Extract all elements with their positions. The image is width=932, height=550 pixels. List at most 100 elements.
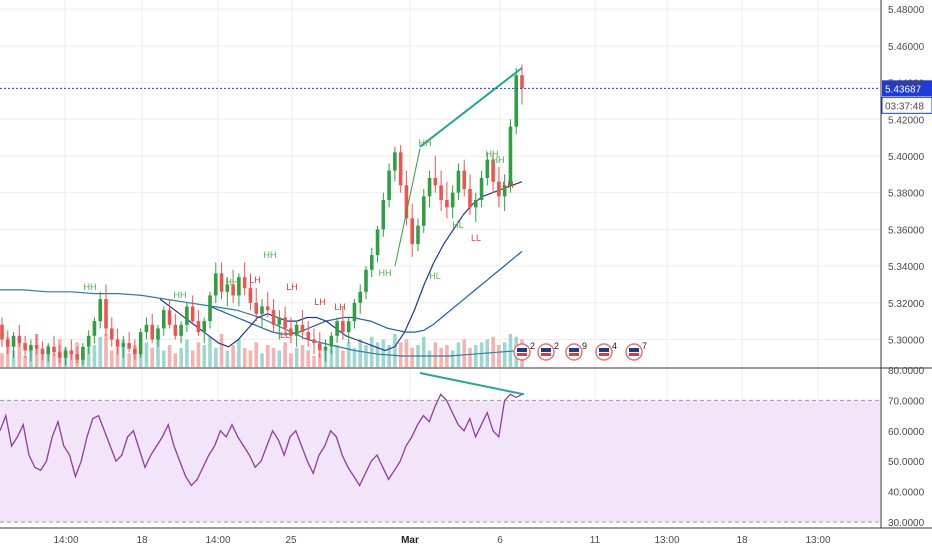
candle <box>104 284 108 336</box>
volume-bar <box>294 347 299 367</box>
price-tick-label: 5.48000 <box>888 5 925 16</box>
volume-bar <box>127 353 131 367</box>
candle-body <box>11 335 16 347</box>
volume-bar <box>421 336 426 367</box>
rsi-tick-label: 40.0000 <box>888 488 925 499</box>
volume-bar <box>248 350 253 367</box>
swing-label-hh: HH <box>174 290 187 300</box>
volume-bar <box>456 342 461 367</box>
candle-body <box>63 350 68 358</box>
candle-body <box>109 328 114 340</box>
flag-canton <box>629 348 639 352</box>
swing-label-hh: HH <box>492 155 505 165</box>
candle-body <box>81 346 85 360</box>
candle <box>190 295 195 325</box>
rsi-panel <box>0 372 880 523</box>
candle <box>335 317 339 344</box>
candle-body <box>190 306 195 322</box>
volume-bar <box>398 342 403 367</box>
candle-body <box>5 339 10 347</box>
candle <box>456 163 461 201</box>
candle <box>115 328 120 355</box>
candle-body <box>358 291 363 303</box>
candle-body <box>127 343 131 349</box>
candle <box>421 189 426 234</box>
rsi-tick-label: 50.0000 <box>888 457 925 468</box>
volume-bar <box>289 353 293 367</box>
candle <box>479 170 484 208</box>
event-count: 2 <box>554 341 559 351</box>
candle-body <box>260 306 264 314</box>
volume-bar <box>381 339 386 367</box>
flag-stripe <box>541 353 551 356</box>
candle-body <box>317 343 322 351</box>
candle-body <box>427 177 432 197</box>
economic-events[interactable]: 2 2 9 4 7 <box>513 341 647 361</box>
candle-body <box>92 321 97 336</box>
volume-bar <box>225 350 230 367</box>
economic-event-flag-icon[interactable]: 2 <box>513 341 535 361</box>
candle-body <box>208 295 212 322</box>
candle <box>346 317 351 344</box>
candle-body <box>173 324 178 336</box>
candle-body <box>514 75 519 127</box>
volume-bar <box>335 345 339 367</box>
price-tick-label: 5.30000 <box>888 335 925 346</box>
candle <box>497 166 501 208</box>
volume-bar <box>369 336 374 367</box>
candle <box>254 288 259 322</box>
candle <box>375 225 380 263</box>
volume-bar <box>502 342 507 367</box>
volume-bar <box>156 336 160 367</box>
candle-body <box>433 177 438 186</box>
candle-body <box>29 344 33 351</box>
candle <box>300 310 305 340</box>
candle-body <box>265 306 270 311</box>
volume-bar <box>364 345 368 367</box>
candle <box>11 332 16 358</box>
economic-event-flag-icon[interactable]: 9 <box>565 341 587 361</box>
rsi-tick-label: 30.0000 <box>888 518 925 529</box>
volume-bar <box>404 339 409 367</box>
economic-event-flag-icon[interactable]: 2 <box>537 341 559 361</box>
candle <box>358 284 363 314</box>
candle <box>514 67 519 134</box>
economic-event-flag-icon[interactable]: 4 <box>595 341 617 361</box>
volume-bar <box>427 350 432 367</box>
volume-bar <box>450 350 455 367</box>
time-tick-label: 6 <box>497 535 503 546</box>
candle-body <box>410 218 415 245</box>
volume-bar <box>52 353 56 367</box>
time-tick-label: 25 <box>285 535 297 546</box>
price-tick-label: 5.44000 <box>888 79 925 90</box>
candle <box>329 332 334 355</box>
volume-bar <box>202 345 207 367</box>
candle-body <box>468 189 472 208</box>
time-tick-label: 13:00 <box>654 535 679 546</box>
candle-body <box>312 339 316 344</box>
candle-body <box>185 306 189 325</box>
candle <box>213 262 218 303</box>
candle <box>323 339 328 362</box>
volume-bar <box>352 347 357 367</box>
candle <box>462 159 467 197</box>
candle-body <box>219 273 224 292</box>
candle <box>317 332 322 358</box>
candle-body <box>69 350 74 355</box>
candle-body <box>75 354 79 360</box>
volume-bar <box>433 342 438 367</box>
candle <box>393 146 397 182</box>
economic-event-flag-icon[interactable]: 7 <box>625 341 647 361</box>
candle <box>225 277 230 307</box>
volume-bar <box>410 347 415 367</box>
price-tick-label: 5.46000 <box>888 42 925 53</box>
rsi-tick-label: 80.0000 <box>888 366 925 377</box>
swing-lines <box>394 67 523 267</box>
candle-body <box>242 277 247 289</box>
time-tick-label: 18 <box>736 535 748 546</box>
volume-bar <box>358 339 363 367</box>
swing-label-hh: HH <box>226 277 239 287</box>
